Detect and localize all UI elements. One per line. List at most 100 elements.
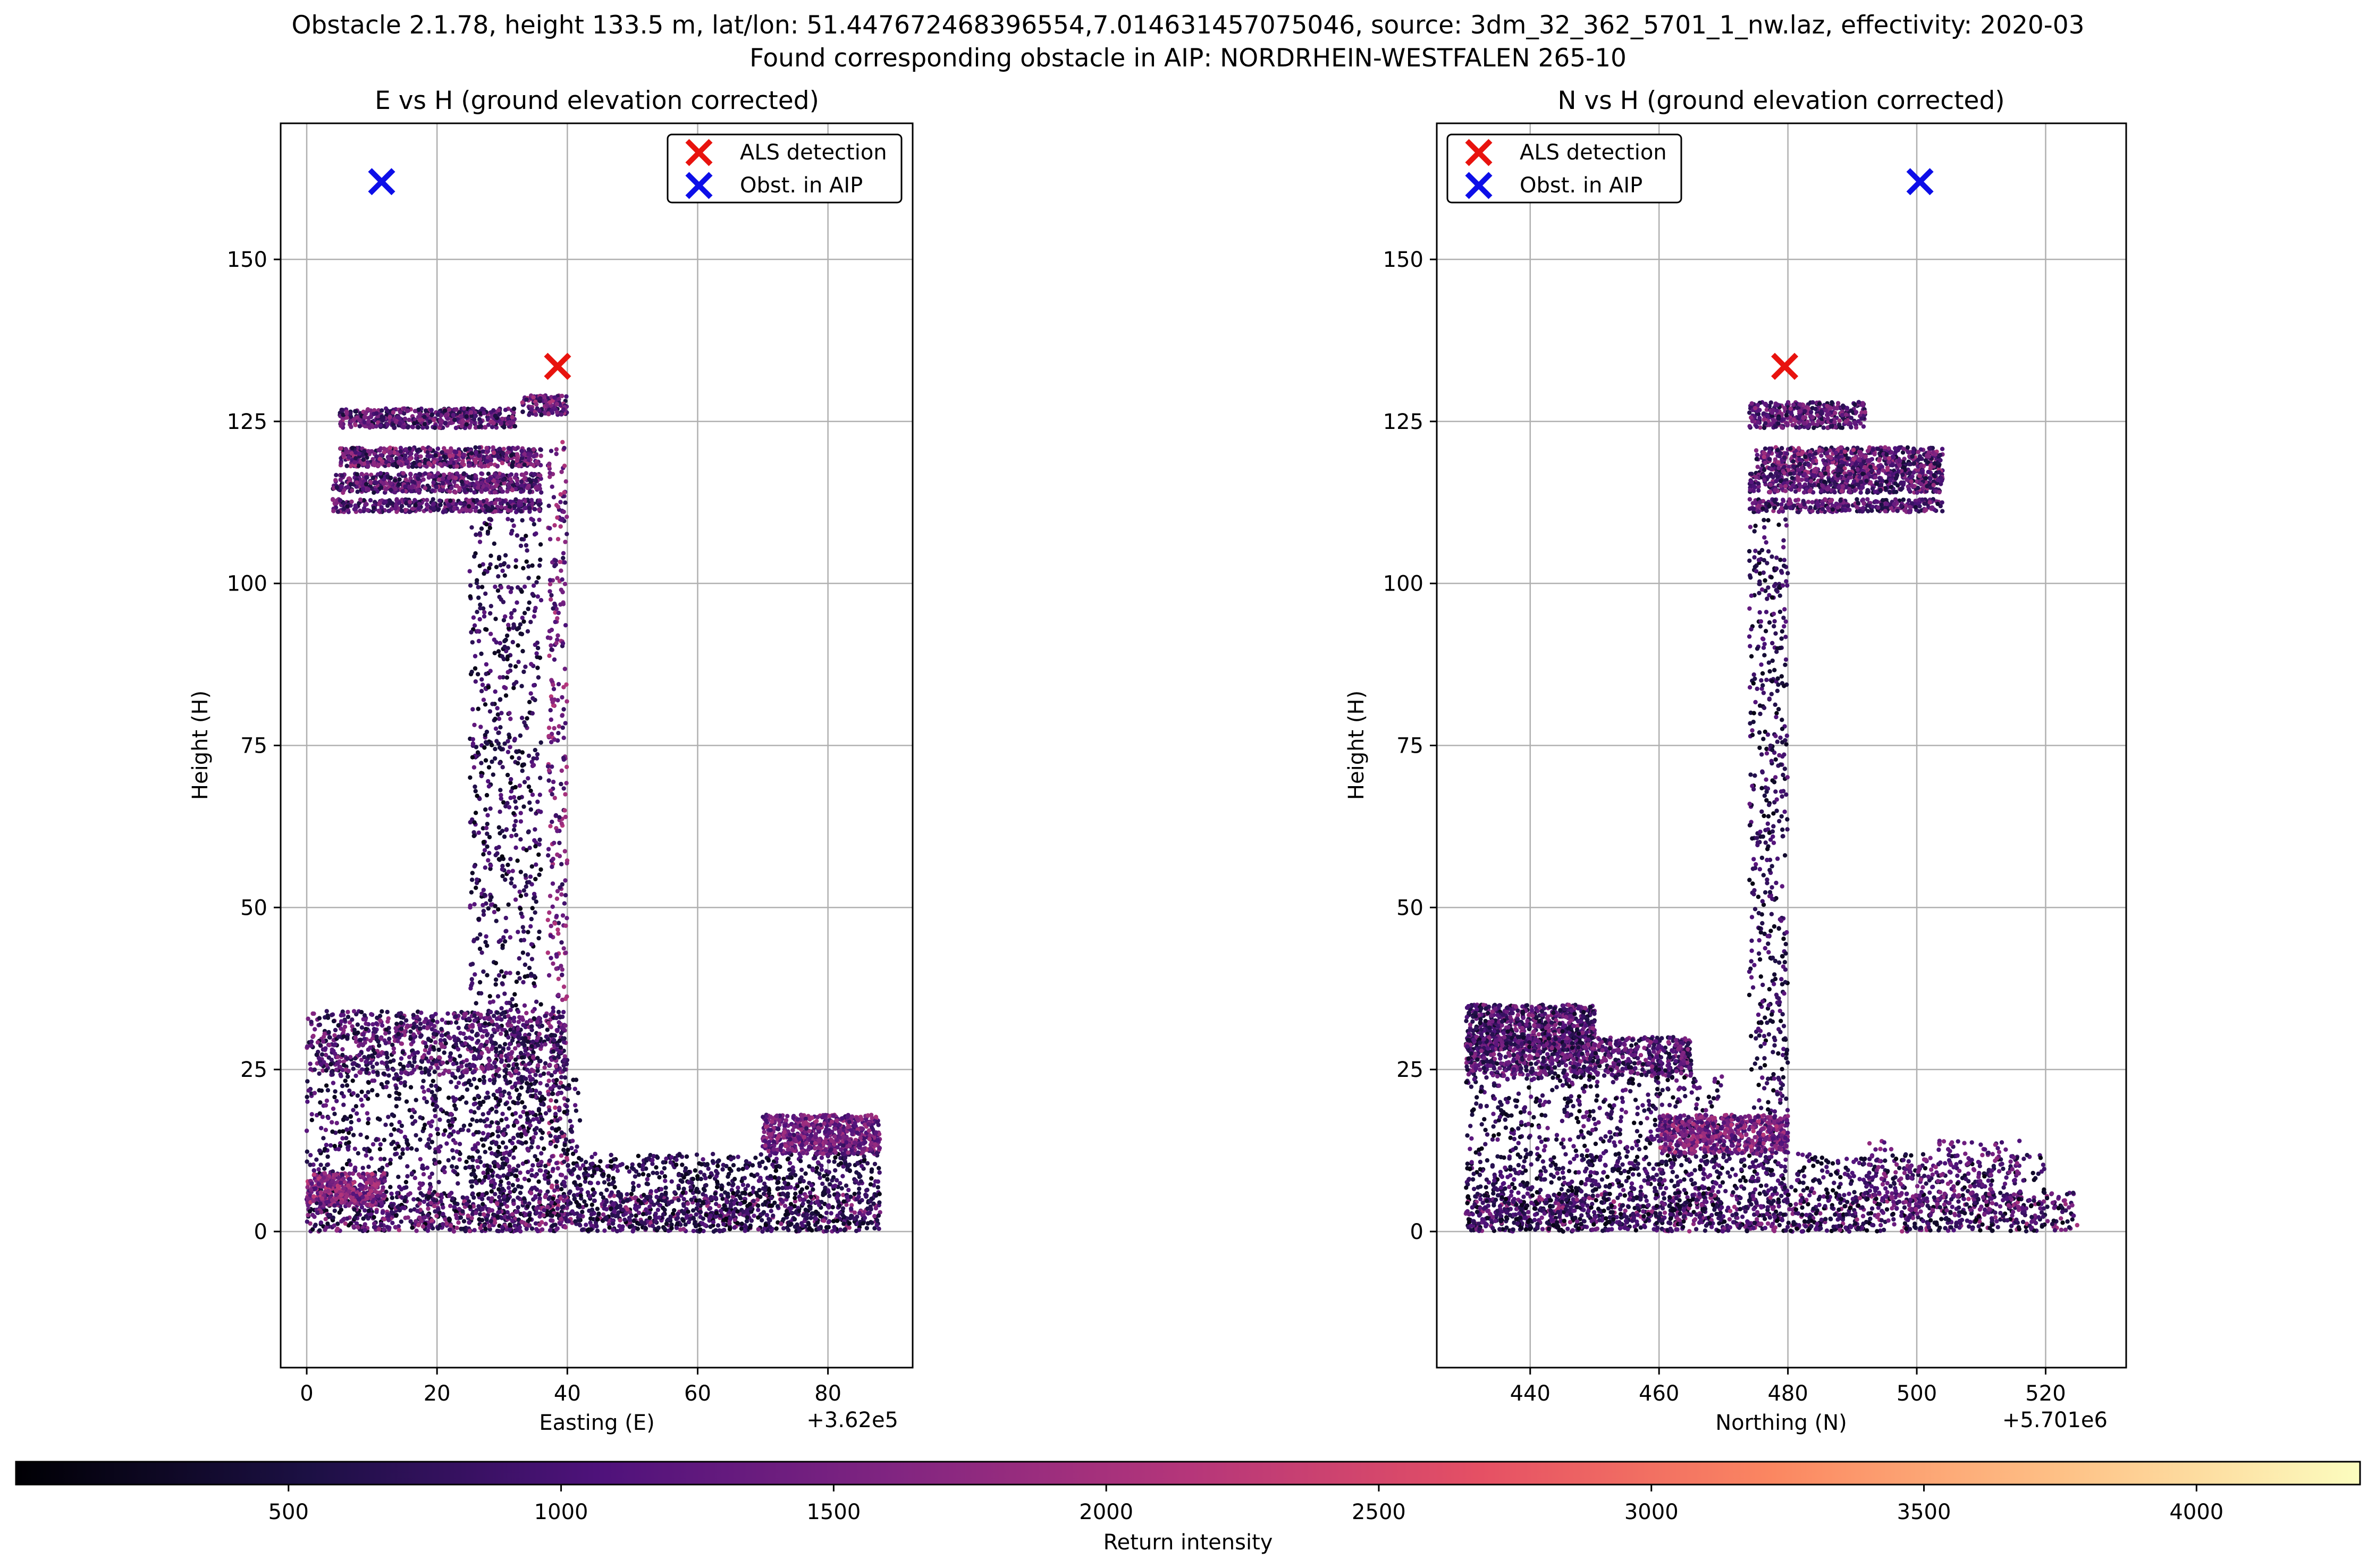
cloud-point (339, 1019, 344, 1024)
cloud-point (418, 454, 423, 459)
cloud-point (431, 1045, 436, 1050)
cloud-point (485, 1117, 490, 1122)
cloud-point (386, 1115, 391, 1119)
cloud-point (530, 1039, 535, 1044)
cloud-point (375, 1015, 380, 1021)
cloud-point (407, 500, 412, 504)
cloud-point (465, 1087, 470, 1092)
cloud-point (533, 1194, 538, 1199)
cloud-point (502, 425, 507, 429)
cloud-point (481, 407, 485, 412)
cloud-point (517, 463, 521, 468)
cloud-point (442, 461, 446, 467)
cloud-point (464, 1025, 469, 1030)
cloud-point (403, 1179, 409, 1185)
cloud-point (446, 503, 451, 508)
cloud-point (559, 1153, 564, 1158)
cloud-point (535, 665, 540, 670)
cloud-point (514, 979, 519, 984)
cloud-point (500, 654, 504, 659)
cloud-point (477, 617, 482, 622)
cloud-point (507, 1106, 512, 1111)
cloud-point (497, 446, 502, 451)
cloud-point (538, 740, 543, 745)
cloud-point (440, 1060, 445, 1065)
cloud-point (490, 1065, 495, 1070)
cloud-point (412, 409, 418, 414)
cloud-point (564, 1156, 569, 1160)
cloud-point (383, 487, 389, 492)
cloud-point (529, 916, 534, 922)
cloud-point (426, 461, 431, 466)
cloud-point (504, 456, 509, 461)
cloud-point (494, 425, 499, 430)
cloud-point (536, 1179, 541, 1184)
cloud-point (551, 1049, 556, 1054)
cloud-point (435, 1132, 441, 1136)
cloud-point (516, 1096, 521, 1101)
cloud-point (346, 450, 351, 455)
cloud-point (560, 1173, 564, 1177)
cloud-point (551, 682, 555, 687)
cloud-point (400, 424, 405, 429)
cloud-point (357, 424, 362, 428)
cloud-point (498, 761, 502, 765)
cloud-point (339, 460, 343, 465)
cloud-point (496, 479, 501, 484)
cloud-point (548, 824, 553, 829)
cloud-point (399, 1041, 405, 1046)
cloud-point (481, 852, 486, 857)
cloud-point (446, 1021, 451, 1025)
cloud-point (454, 407, 459, 412)
cloud-point (532, 614, 537, 619)
cloud-point (527, 880, 532, 884)
cloud-point (521, 980, 526, 985)
cloud-point (483, 865, 487, 870)
cloud-point (409, 1071, 414, 1076)
cloud-point (554, 1077, 559, 1083)
cloud-point (530, 711, 535, 716)
cloud-point (481, 1131, 486, 1136)
cloud-point (399, 1070, 404, 1075)
cloud-point (515, 452, 520, 457)
cloud-point (509, 615, 513, 620)
cloud-point (477, 1178, 482, 1183)
cloud-point (516, 1101, 520, 1106)
cloud-point (473, 679, 478, 684)
cloud-point (479, 585, 485, 589)
cloud-point (433, 1040, 438, 1045)
cloud-point (438, 502, 443, 508)
cloud-point (508, 745, 512, 749)
cloud-point (308, 1067, 313, 1072)
cloud-point (476, 1106, 481, 1110)
cloud-point (534, 478, 538, 483)
cloud-point (450, 1072, 455, 1076)
cloud-point (426, 1037, 431, 1042)
cloud-point (346, 1144, 351, 1149)
cloud-point (311, 1033, 316, 1039)
cloud-point (398, 449, 403, 454)
cloud-point (534, 580, 539, 585)
cloud-point (516, 1043, 521, 1048)
cloud-point (524, 1020, 529, 1025)
cloud-point (553, 1064, 559, 1069)
cloud-point (543, 1111, 549, 1116)
cloud-point (476, 638, 482, 644)
cloud-point (533, 748, 537, 753)
cloud-point (319, 1052, 325, 1057)
cloud-point (512, 446, 517, 451)
cloud-point (485, 741, 490, 746)
cloud-point (537, 563, 542, 568)
cloud-point (522, 462, 527, 467)
cloud-point (318, 1043, 323, 1048)
cloud-point (535, 1043, 541, 1048)
cloud-point (425, 425, 429, 430)
cloud-point (533, 844, 538, 849)
cloud-point (558, 1015, 563, 1020)
cloud-point (483, 1150, 487, 1154)
cloud-point (484, 1124, 489, 1128)
cloud-point (464, 1100, 469, 1105)
cloud-point (521, 762, 526, 767)
cloud-point (506, 1046, 511, 1051)
cloud-point (505, 772, 510, 778)
